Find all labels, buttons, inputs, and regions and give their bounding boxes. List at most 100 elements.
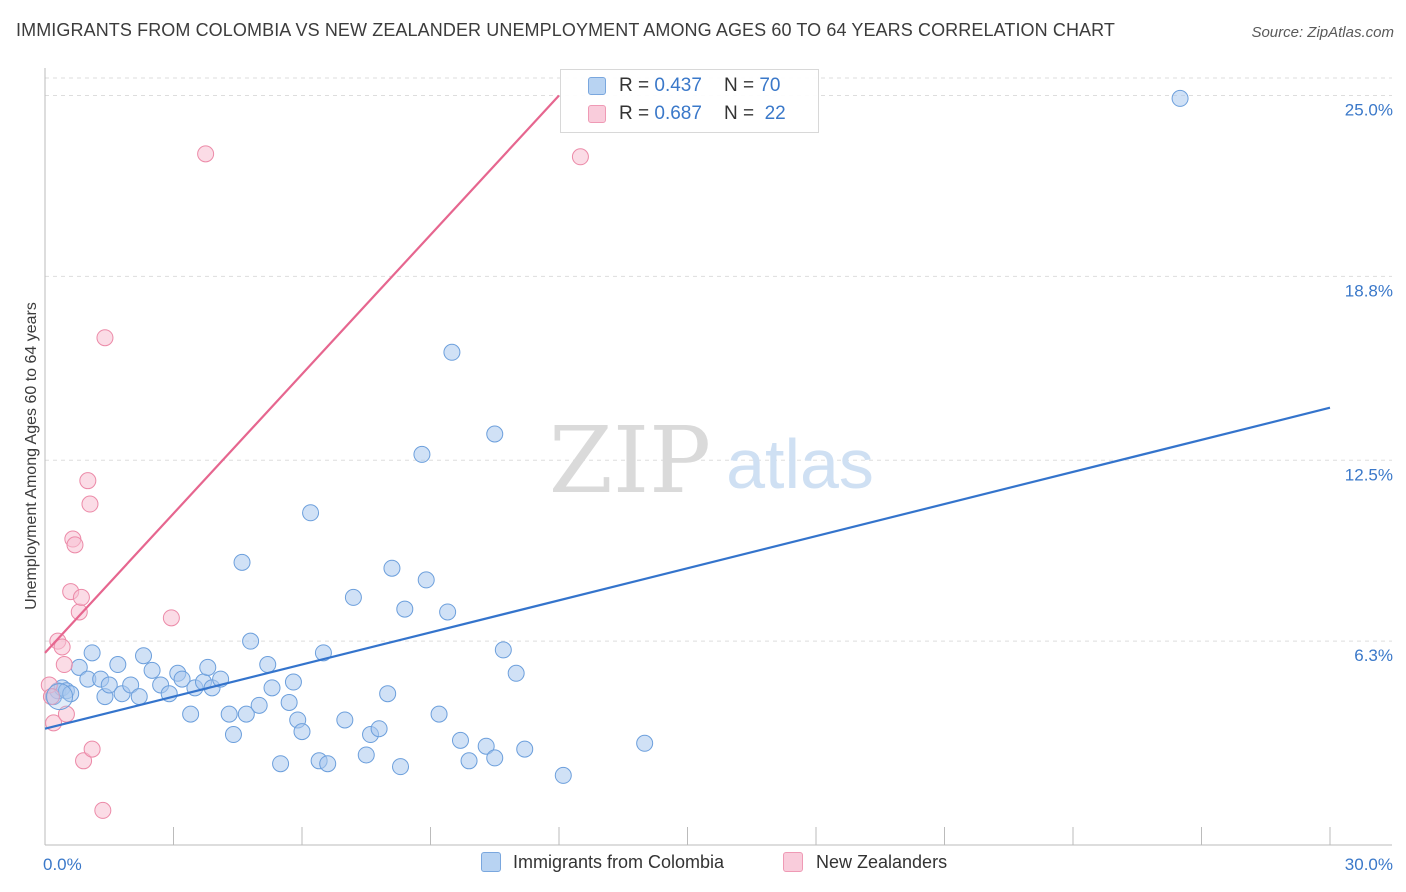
- colombia-point: [460, 752, 478, 770]
- colombia-point: [357, 746, 375, 764]
- legend-n-value: 22: [764, 103, 786, 124]
- legend-swatch-newzealand: [588, 105, 606, 123]
- legend-n-label: N =: [723, 75, 755, 96]
- colombia-point: [516, 740, 534, 758]
- legend-box: R = 0.437 N = 70 R = 0.687 N = 22: [560, 69, 819, 133]
- colombia-point: [122, 676, 140, 694]
- colombia-point: [100, 676, 118, 694]
- colombia-point: [220, 705, 238, 723]
- colombia-point: [477, 737, 495, 755]
- legend-n-label: N =: [723, 103, 755, 124]
- watermark-atlas: atlas: [726, 425, 874, 503]
- newzealand-point: [75, 752, 93, 770]
- colombia-point: [173, 670, 191, 688]
- colombia-point: [554, 766, 572, 784]
- colombia-point: [439, 603, 457, 621]
- colombia-point: [636, 734, 654, 752]
- legend-n-value: 70: [759, 75, 781, 96]
- colombia-point: [182, 705, 200, 723]
- colombia-point: [233, 553, 251, 571]
- y-tick-label: 6.3%: [1354, 646, 1393, 665]
- colombia-point: [293, 723, 311, 741]
- colombia-point: [417, 571, 435, 589]
- colombia-point: [430, 705, 448, 723]
- colombia-point: [272, 755, 290, 773]
- colombia-point: [486, 749, 504, 767]
- colombia-point: [370, 720, 388, 738]
- watermark-zip: ZIP: [549, 407, 711, 514]
- y-tick-label: 12.5%: [1345, 465, 1393, 484]
- legend-row-newzealand: R = 0.687 N = 22: [619, 101, 786, 127]
- y-tick-label: 18.8%: [1345, 281, 1393, 300]
- newzealand-point: [83, 740, 101, 758]
- newzealand-point: [162, 609, 180, 627]
- colombia-point: [413, 445, 431, 463]
- colombia-point: [383, 559, 401, 577]
- legend-r-label: R =: [619, 103, 650, 124]
- data-points: [40, 89, 1189, 819]
- colombia-point: [319, 755, 337, 773]
- colombia-point: [494, 641, 512, 659]
- colombia-point: [344, 588, 362, 606]
- bottom-legend-colombia: Immigrants from Colombia: [513, 852, 725, 872]
- legend-r-value: 0.687: [654, 103, 702, 124]
- colombia-point: [392, 758, 410, 776]
- colombia-point: [486, 425, 504, 443]
- legend-row-colombia: R = 0.437 N = 70: [619, 73, 780, 99]
- colombia-point: [379, 685, 397, 703]
- legend-swatch-colombia: [588, 77, 606, 95]
- colombia-point: [1171, 89, 1189, 107]
- colombia-point: [263, 679, 281, 697]
- newzealand-point: [79, 472, 97, 490]
- newzealand-point: [197, 145, 215, 163]
- tick-labels: 6.3% 12.5% 18.8% 25.0% 0.0% 30.0%: [43, 101, 1393, 874]
- colombia-point: [62, 685, 80, 703]
- colombia-point: [280, 693, 298, 711]
- bottom-legend-newzealand: New Zealanders: [816, 852, 948, 872]
- colombia-point: [396, 600, 414, 618]
- colombia-point: [507, 664, 525, 682]
- newzealand-point: [55, 656, 73, 674]
- source-label: Source: ZipAtlas.com: [1251, 24, 1394, 41]
- newzealand-point: [96, 329, 114, 347]
- chart-title: IMMIGRANTS FROM COLOMBIA VS NEW ZEALANDE…: [16, 20, 1116, 40]
- colombia-point: [259, 656, 277, 674]
- y-tick-label: 25.0%: [1345, 101, 1393, 120]
- colombia-point: [109, 656, 127, 674]
- legend-r-label: R =: [619, 75, 650, 96]
- x-tick-label-max: 30.0%: [1345, 855, 1393, 874]
- newzealand-point: [72, 588, 90, 606]
- colombia-point: [314, 644, 332, 662]
- x-tick-label-min: 0.0%: [43, 855, 82, 874]
- legend-r-value: 0.437: [654, 75, 702, 96]
- bottom-legend-swatch-colombia: [481, 852, 501, 872]
- colombia-point: [250, 696, 268, 714]
- newzealand-point: [94, 801, 112, 819]
- colombia-point-cluster: [46, 683, 74, 711]
- colombia-point: [302, 504, 320, 522]
- colombia-point: [443, 343, 461, 361]
- newzealand-point: [57, 705, 75, 723]
- watermark: ZIP atlas: [549, 407, 874, 514]
- newzealand-point: [53, 638, 71, 656]
- newzealand-point: [571, 148, 589, 166]
- trend-lines: [44, 94, 1331, 730]
- colombia-point: [224, 726, 242, 744]
- colombia-point: [336, 711, 354, 729]
- colombia-point: [237, 705, 255, 723]
- colombia-point: [284, 673, 302, 691]
- newzealand-point: [66, 536, 84, 554]
- newzealand-point: [81, 495, 99, 513]
- axes: [44, 68, 1392, 846]
- colombia-trend-line: [44, 406, 1331, 730]
- colombia-point: [83, 644, 101, 662]
- newzealand-point: [70, 603, 88, 621]
- colombia-point: [143, 661, 161, 679]
- newzealand-trend-line: [44, 94, 560, 654]
- colombia-point: [242, 632, 260, 650]
- bottom-legend-swatch-newzealand: [783, 852, 803, 872]
- colombia-point: [130, 688, 148, 706]
- colombia-point: [135, 647, 153, 665]
- colombia-point: [451, 731, 469, 749]
- colombia-point: [199, 658, 217, 676]
